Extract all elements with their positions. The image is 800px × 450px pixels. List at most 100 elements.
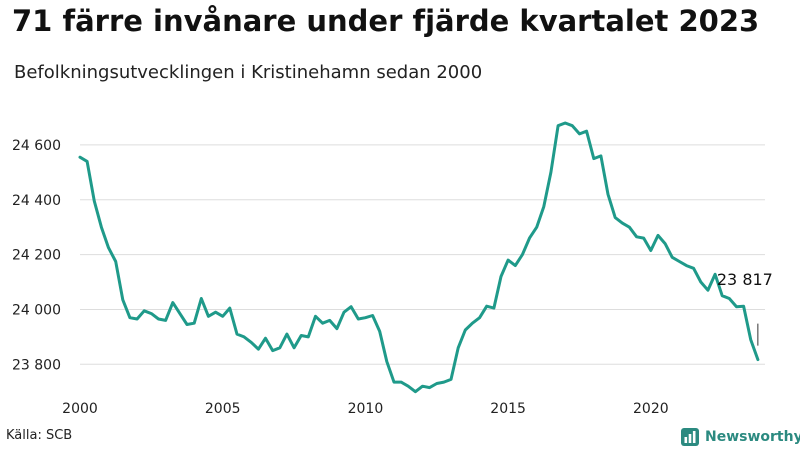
data-point xyxy=(221,315,224,318)
data-point xyxy=(699,281,702,284)
data-point xyxy=(492,307,495,310)
data-point xyxy=(621,222,624,225)
data-point xyxy=(228,307,231,310)
data-point xyxy=(735,305,738,308)
data-point xyxy=(564,122,567,125)
data-point xyxy=(607,193,610,196)
series-layer xyxy=(78,121,760,394)
data-point xyxy=(450,378,453,381)
data-point xyxy=(721,294,724,297)
x-axis-ticks: 2000 2005 2010 2015 2020 xyxy=(62,401,668,417)
data-point xyxy=(136,318,139,321)
data-point xyxy=(414,390,417,393)
data-point xyxy=(107,246,110,249)
data-point xyxy=(592,157,595,160)
data-point xyxy=(614,216,617,219)
data-point xyxy=(507,259,510,262)
data-point xyxy=(435,382,438,385)
data-point xyxy=(649,249,652,252)
data-point xyxy=(178,312,181,315)
data-point xyxy=(93,200,96,203)
data-point xyxy=(250,341,253,344)
data-point xyxy=(571,124,574,127)
data-point xyxy=(121,298,124,301)
data-point xyxy=(79,156,82,159)
data-point xyxy=(464,329,467,332)
data-point xyxy=(243,335,246,338)
data-point xyxy=(321,322,324,325)
data-point xyxy=(557,124,560,127)
data-point xyxy=(343,311,346,314)
data-point xyxy=(364,316,367,319)
x-tick-label: 2020 xyxy=(633,401,669,417)
y-tick-label: 23 800 xyxy=(12,357,61,373)
data-point xyxy=(200,297,203,300)
data-point xyxy=(385,360,388,363)
data-point xyxy=(528,237,531,240)
x-tick-label: 2010 xyxy=(348,401,384,417)
data-point xyxy=(335,327,338,330)
data-point xyxy=(378,330,381,333)
y-tick-label: 24 200 xyxy=(12,248,61,264)
data-point xyxy=(578,132,581,135)
chart-subtitle: Befolkningsutvecklingen i Kristinehamn s… xyxy=(14,62,483,83)
data-point xyxy=(128,316,131,319)
data-point xyxy=(278,346,281,349)
data-point xyxy=(236,333,239,336)
data-point xyxy=(207,315,210,318)
data-point xyxy=(428,386,431,389)
bar-chart-icon xyxy=(681,428,699,446)
data-point xyxy=(599,154,602,157)
data-point xyxy=(664,242,667,245)
y-tick-label: 24 400 xyxy=(12,193,61,209)
data-point xyxy=(314,315,317,318)
source-label: Källa: SCB xyxy=(6,428,73,443)
data-point xyxy=(100,226,103,229)
y-tick-label: 24 600 xyxy=(12,138,61,154)
y-tick-label: 24 000 xyxy=(12,302,61,318)
annotation-label: 23 817 xyxy=(717,270,773,289)
data-point xyxy=(657,234,660,237)
data-point xyxy=(350,305,353,308)
data-point xyxy=(214,311,217,314)
data-point xyxy=(756,358,759,361)
series-line xyxy=(78,121,760,394)
data-point xyxy=(478,316,481,319)
data-point xyxy=(685,264,688,267)
x-tick-label: 2015 xyxy=(490,401,526,417)
data-point xyxy=(393,381,396,384)
data-point xyxy=(150,312,153,315)
x-tick-label: 2000 xyxy=(62,401,98,417)
data-point xyxy=(442,381,445,384)
data-point xyxy=(371,314,374,317)
data-point xyxy=(300,334,303,337)
data-point xyxy=(271,349,274,352)
data-point xyxy=(407,385,410,388)
data-point xyxy=(471,322,474,325)
data-point xyxy=(328,319,331,322)
data-point xyxy=(86,160,89,163)
data-point xyxy=(535,226,538,229)
data-point xyxy=(671,256,674,259)
data-point xyxy=(421,385,424,388)
data-point xyxy=(285,333,288,336)
y-axis-ticks: 23 800 24 000 24 200 24 400 24 600 xyxy=(12,138,61,373)
brand-logo: Newsworthy xyxy=(680,426,800,448)
data-point xyxy=(485,305,488,308)
data-point xyxy=(749,338,752,341)
data-point xyxy=(264,337,267,340)
x-tick-label: 2005 xyxy=(205,401,241,417)
data-point xyxy=(521,253,524,256)
annotation-layer: 23 817 xyxy=(717,270,773,346)
data-point xyxy=(542,205,545,208)
chart-title: 71 färre invånare under fjärde kvartalet… xyxy=(12,4,760,38)
data-point xyxy=(143,309,146,312)
data-point xyxy=(171,301,174,304)
brand-name: Newsworthy xyxy=(705,429,800,445)
data-point xyxy=(293,346,296,349)
data-point xyxy=(357,318,360,321)
data-point xyxy=(193,322,196,325)
data-point xyxy=(628,226,631,229)
data-point xyxy=(635,235,638,238)
